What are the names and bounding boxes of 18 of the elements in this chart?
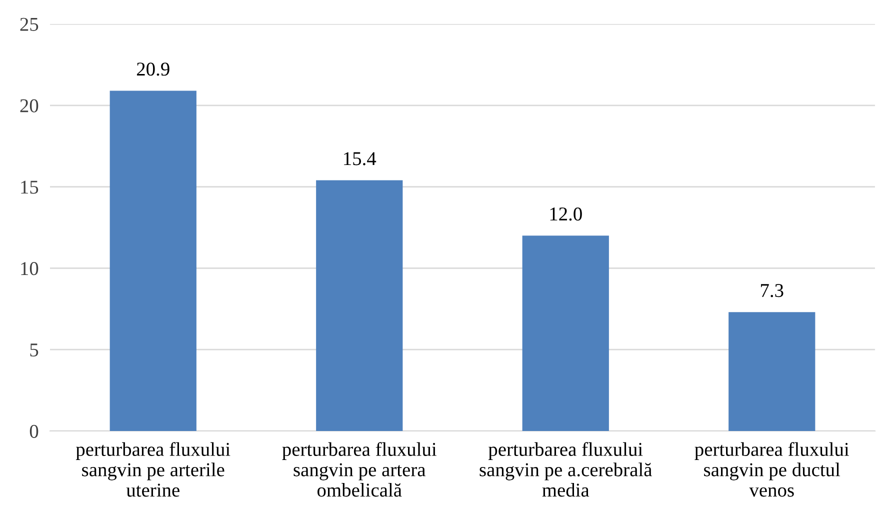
y-tick-label: 15 bbox=[21, 180, 38, 194]
x-tick-label: perturbarea fluxului sangvin pe artera ombelicală bbox=[282, 442, 436, 497]
data-label: 15.4 bbox=[344, 152, 376, 166]
data-label: 12.0 bbox=[550, 207, 582, 221]
bar bbox=[110, 90, 196, 431]
x-tick-label: perturbarea fluxului sangvin pe a.cerebrală media bbox=[480, 442, 652, 497]
y-tick-label: 20 bbox=[20, 99, 38, 112]
y-tick-label: 25 bbox=[20, 18, 38, 31]
data-label: 20.9 bbox=[136, 62, 170, 76]
y-tick-label: 10 bbox=[21, 262, 38, 276]
x-tick-label: perturbarea fluxului sangvin pe ductul venos bbox=[694, 442, 849, 497]
x-tick-label: perturbarea fluxului sangvin pe arterile uterine bbox=[76, 442, 230, 497]
y-tick-label: 5 bbox=[30, 344, 38, 357]
bar bbox=[728, 312, 816, 431]
bar bbox=[316, 180, 403, 431]
y-tick-label: 0 bbox=[30, 424, 38, 438]
data-label: 7.3 bbox=[761, 284, 784, 298]
bar bbox=[522, 236, 609, 431]
